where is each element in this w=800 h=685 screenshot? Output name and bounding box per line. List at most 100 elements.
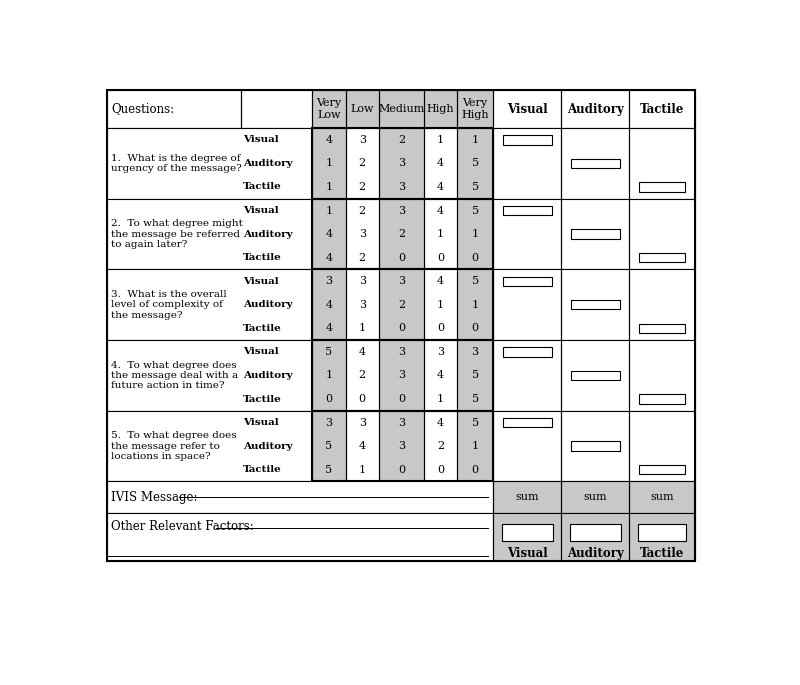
Text: 3: 3 [471,347,478,357]
Bar [379,340,424,411]
Bar [502,347,552,357]
Bar [379,411,424,482]
Bar [424,199,457,269]
Bar [107,513,493,560]
Text: 2: 2 [358,206,366,216]
Bar [424,340,457,411]
Bar [346,90,379,128]
Text: 3: 3 [437,347,444,357]
Text: 5: 5 [471,182,478,192]
Bar [312,128,493,199]
Bar [562,411,630,482]
Bar [107,199,312,269]
Bar [424,128,457,199]
Text: 5.  To what degree does
the message refer to
locations in space?: 5. To what degree does the message refer… [110,432,236,461]
Bar [346,269,379,340]
Bar [457,411,493,482]
Text: 1: 1 [358,323,366,334]
Bar [312,199,493,269]
Text: 0: 0 [471,253,478,262]
Text: 4: 4 [358,441,366,451]
Bar [424,90,457,128]
Bar [493,411,562,482]
Bar [107,411,312,482]
Bar [630,269,694,340]
Text: 2: 2 [398,135,405,145]
Bar [493,128,562,199]
Text: 2.  To what degree might
the message be referred
to again later?: 2. To what degree might the message be r… [110,219,242,249]
Bar [312,411,346,482]
Text: Medium: Medium [378,104,425,114]
Text: 1: 1 [326,371,332,380]
Text: 0: 0 [398,323,405,334]
Text: 4: 4 [326,300,332,310]
Bar [107,128,312,199]
Bar [630,411,694,482]
Bar [346,269,379,340]
Text: 3: 3 [326,276,332,286]
Bar [379,128,424,199]
Text: 0: 0 [437,253,444,262]
Text: Visual: Visual [243,418,279,427]
Text: Visual: Visual [507,103,547,116]
Bar [379,411,424,482]
Text: 1: 1 [326,206,332,216]
Text: 3: 3 [358,276,366,286]
Bar [312,128,346,199]
Text: 4: 4 [437,158,444,169]
Text: 3: 3 [358,300,366,310]
Bar [638,182,686,192]
Text: 2: 2 [398,229,405,239]
Text: 1: 1 [437,135,444,145]
Bar [107,90,694,128]
Text: Tactile: Tactile [243,253,282,262]
Bar [424,411,457,482]
Text: Low: Low [350,104,374,114]
Bar [312,90,346,128]
Text: 1: 1 [326,158,332,169]
Text: Tactile: Tactile [640,103,684,116]
Bar [107,482,493,513]
Bar [241,90,312,128]
Text: 5: 5 [471,158,478,169]
Text: 4: 4 [358,347,366,357]
Text: Questions:: Questions: [111,103,174,116]
Bar [346,340,379,411]
Bar [630,340,694,411]
Bar [493,269,694,340]
Text: sum: sum [515,493,539,502]
Bar [312,199,346,269]
Bar [107,513,493,560]
Bar [107,269,312,340]
Text: 3: 3 [398,276,405,286]
Text: 3: 3 [398,158,405,169]
Text: Tactile: Tactile [243,182,282,192]
Bar [638,395,686,403]
Bar [312,340,346,411]
Text: Tactile: Tactile [243,465,282,474]
Bar [312,411,346,482]
Text: 3: 3 [358,229,366,239]
Bar [638,253,686,262]
Bar [424,340,457,411]
Text: Auditory: Auditory [567,547,624,560]
Bar [424,199,457,269]
Text: 3.  What is the overall
level of complexity of
the message?: 3. What is the overall level of complexi… [110,290,226,320]
Bar [457,128,493,199]
Bar [107,340,312,411]
Text: 5: 5 [326,347,332,357]
Text: 1: 1 [471,441,478,451]
Text: Other Relevant Factors:: Other Relevant Factors: [110,520,254,533]
Text: 2: 2 [437,441,444,451]
Text: 3: 3 [398,441,405,451]
Text: 5: 5 [326,441,332,451]
Bar [457,269,493,340]
Bar [493,482,562,513]
Text: Very
High: Very High [462,99,489,120]
Bar [493,199,562,269]
Text: 0: 0 [398,394,405,404]
Text: 1: 1 [471,300,478,310]
Bar [571,159,620,168]
Text: 3: 3 [398,371,405,380]
Text: Visual: Visual [243,206,279,215]
